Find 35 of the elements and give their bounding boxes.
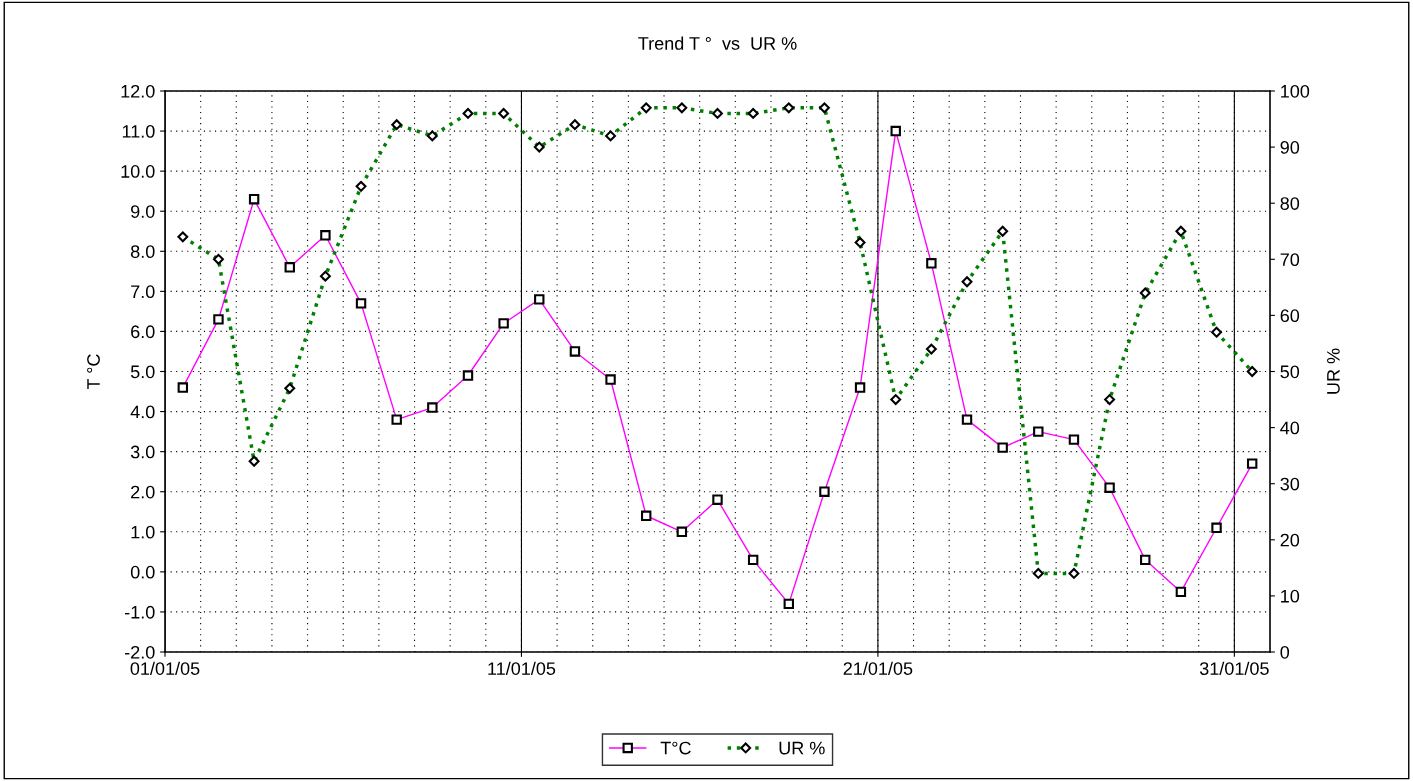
y-tick-label: 6.0: [131, 325, 155, 339]
y-tick-label: 11.0: [122, 125, 155, 138]
y-tick-label: 8.0: [130, 245, 155, 259]
y2-tick-label: 40: [1280, 421, 1300, 435]
y2-tick-label: 30: [1280, 477, 1300, 491]
x-tick-label: 21/01/05: [843, 661, 913, 675]
y2-tick-label: 0: [1280, 645, 1290, 659]
x-tick-label: 11/01/05: [488, 661, 556, 675]
y2-tick-label: 90: [1280, 141, 1300, 154]
x-tick-label: 01/01/05: [130, 661, 200, 675]
y2-tick-label: 20: [1280, 533, 1300, 547]
y2-axis-title: UR %: [1327, 348, 1340, 394]
y-tick-label: 4.0: [130, 405, 155, 419]
y-tick-label: 10.0: [121, 165, 155, 178]
y2-tick-label: 50: [1280, 365, 1300, 379]
y-tick-label: 0.0: [130, 565, 155, 579]
y-axis-title: T °C: [87, 354, 100, 390]
y-tick-label: 2.0: [131, 485, 155, 499]
y-tick-label: 3.0: [130, 445, 155, 459]
x-tick-label: 31/01/05: [1199, 661, 1269, 675]
y2-tick-label: 10: [1281, 589, 1300, 603]
y-tick-label: 7.0: [131, 285, 155, 299]
y-tick-label: 5.0: [130, 365, 155, 379]
y-tick-label: 9.0: [131, 205, 155, 218]
y2-tick-label: 100: [1281, 84, 1310, 98]
y2-tick-label: 80: [1280, 197, 1300, 210]
y2-tick-label: 60: [1280, 309, 1300, 323]
y-tick-label: 1.0: [131, 525, 155, 539]
y-tick-label: -1.0: [124, 605, 155, 619]
chart-title: Trend T ° vs UR %: [638, 36, 797, 50]
y2-tick-label: 70: [1280, 253, 1300, 267]
y-tick-label: -2.0: [124, 645, 155, 659]
y-tick-label: 12.0: [121, 84, 155, 98]
legend-label: UR %: [779, 741, 825, 755]
legend-label: T°C: [660, 741, 691, 755]
